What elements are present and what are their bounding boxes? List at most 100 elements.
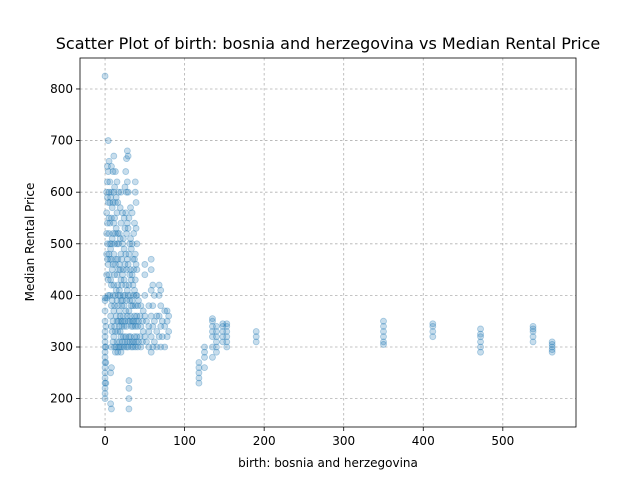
scatter-point (106, 219, 114, 227)
scatter-point (125, 250, 133, 258)
scatter-point (109, 261, 117, 268)
scatter-point (127, 343, 135, 351)
y-axis-label: Median Rental Price (23, 183, 37, 302)
scatter-point (115, 343, 122, 351)
scatter-point (101, 348, 109, 356)
scatter-point (114, 348, 122, 356)
scatter-point (195, 364, 203, 372)
scatter-point (130, 317, 138, 325)
scatter-point (117, 219, 125, 227)
scatter-point (121, 224, 129, 232)
scatter-point (127, 204, 134, 212)
scatter-point (108, 235, 116, 243)
scatter-point (114, 255, 122, 263)
scatter-point (107, 369, 115, 377)
scatter-point (101, 374, 109, 382)
scatter-point (113, 240, 121, 248)
scatter-point (118, 302, 126, 310)
scatter-point (127, 302, 135, 310)
scatter-point (105, 271, 113, 279)
scatter-point (127, 333, 134, 341)
scatter-point (120, 322, 128, 330)
scatter-point (110, 333, 118, 341)
scatter-point (125, 405, 133, 413)
scatter-point (115, 240, 122, 248)
scatter-point (122, 209, 130, 217)
scatter-point (117, 348, 125, 356)
scatter-point (107, 400, 115, 408)
scatter-point (101, 359, 109, 366)
scatter-point (477, 338, 484, 346)
scatter-point (195, 369, 203, 377)
scatter-point (112, 230, 119, 237)
scatter-point (223, 343, 231, 351)
scatter-point (101, 390, 109, 397)
scatter-point (120, 343, 128, 351)
scatter-point (548, 346, 556, 353)
scatter-point (102, 379, 110, 387)
scatter-point (213, 343, 220, 351)
scatter-point (113, 297, 121, 304)
scatter-point (147, 286, 155, 294)
scatter-point (201, 343, 208, 351)
scatter-point (123, 343, 130, 351)
scatter-point (118, 322, 126, 330)
scatter-point (145, 343, 153, 351)
scatter-point (125, 307, 133, 315)
scatter-point (112, 312, 120, 320)
scatter-point (114, 199, 122, 206)
scatter-point (195, 374, 203, 382)
scatter-point (106, 291, 114, 299)
scatter-point (121, 261, 129, 268)
scatter-point (109, 199, 117, 206)
scatter-point (127, 276, 135, 284)
scatter-point (143, 338, 150, 346)
scatter-point (131, 343, 139, 351)
scatter-point (109, 317, 117, 325)
scatter-point (105, 250, 113, 258)
scatter-point (120, 214, 128, 222)
scatter-point (132, 291, 140, 299)
scatter-point (101, 294, 109, 302)
scatter-point (149, 281, 157, 289)
scatter-point (147, 266, 155, 273)
scatter-point (137, 322, 145, 330)
scatter-point (104, 168, 112, 175)
scatter-point (106, 240, 114, 248)
scatter-point (129, 255, 137, 263)
scatter-point (132, 261, 140, 268)
scatter-point (127, 322, 135, 330)
scatter-point (111, 322, 119, 330)
chart-title: Scatter Plot of birth: bosnia and herzeg… (56, 34, 600, 53)
scatter-point (117, 333, 125, 341)
scatter-point (145, 302, 153, 310)
scatter-point (219, 338, 227, 346)
scatter-point (103, 250, 111, 258)
scatter-point (124, 343, 132, 351)
scatter-point (104, 240, 111, 248)
scatter-point (380, 341, 387, 348)
scatter-point (209, 328, 216, 335)
scatter-point (147, 312, 155, 320)
scatter-point (123, 178, 131, 186)
grid-lines (80, 58, 576, 427)
scatter-point (115, 188, 122, 196)
scatter-point (133, 291, 141, 299)
scatter-point (101, 343, 109, 351)
scatter-point (123, 219, 131, 227)
scatter-point (133, 333, 141, 341)
scatter-point (149, 343, 157, 351)
scatter-point (380, 338, 387, 346)
scatter-point (135, 297, 142, 304)
scatter-point (153, 343, 161, 351)
scatter-point (223, 333, 231, 341)
scatter-point (104, 219, 111, 227)
scatter-point (139, 317, 146, 325)
scatter-point (105, 157, 113, 165)
scatter-point (129, 343, 137, 351)
scatter-point (112, 291, 119, 299)
scatter-point (119, 271, 126, 279)
scatter-point (101, 395, 109, 403)
scatter-point (117, 250, 125, 258)
scatter-point (112, 328, 119, 335)
